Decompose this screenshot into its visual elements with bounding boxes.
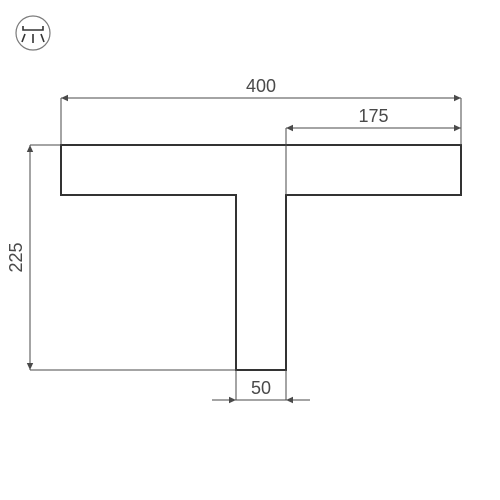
projection-icon [16, 16, 50, 50]
dim-height-225: 225 [6, 145, 236, 370]
t-profile-outline [61, 145, 461, 370]
dim-right-arm-175: 175 [286, 106, 461, 195]
dim-width-400: 400 [61, 76, 461, 145]
dim-stem-50-label: 50 [251, 378, 271, 398]
dim-right-arm-175-label: 175 [358, 106, 388, 126]
dim-stem-50: 50 [212, 370, 310, 400]
dim-height-225-label: 225 [6, 242, 26, 272]
dim-width-400-label: 400 [246, 76, 276, 96]
